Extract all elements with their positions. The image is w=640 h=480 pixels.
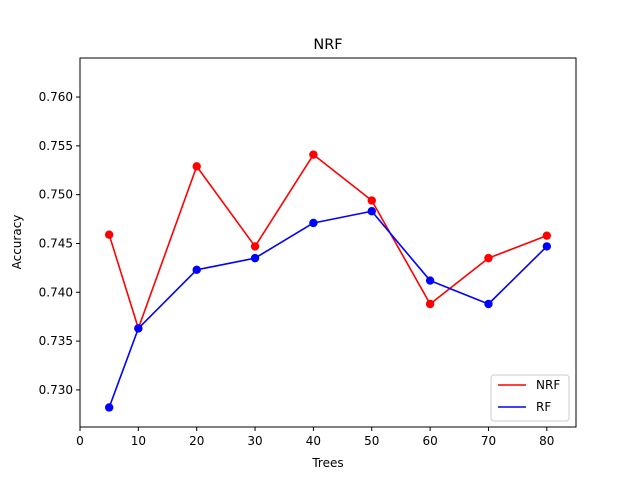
x-tick-label: 80 bbox=[539, 434, 554, 448]
x-tick-label: 60 bbox=[422, 434, 437, 448]
x-tick-label: 50 bbox=[364, 434, 379, 448]
y-axis-label: Accuracy bbox=[10, 215, 24, 270]
data-point-nrf bbox=[104, 230, 114, 239]
x-tick-label: 0 bbox=[76, 434, 84, 448]
y-tick-label: 0.760 bbox=[39, 90, 73, 104]
x-tick-label: 30 bbox=[247, 434, 262, 448]
x-tick-label: 40 bbox=[306, 434, 321, 448]
y-axis: 0.730 0.735 0.740 0.745 0.750 0.755 0.760 bbox=[39, 90, 80, 397]
x-axis: 0 10 20 30 40 50 60 70 80 bbox=[76, 427, 554, 448]
plot-area bbox=[79, 57, 577, 428]
data-point-rf bbox=[134, 324, 143, 333]
x-axis-label: Trees bbox=[311, 456, 343, 470]
y-tick-label: 0.740 bbox=[39, 285, 73, 299]
data-point-rf bbox=[484, 299, 493, 309]
x-tick-label: 70 bbox=[481, 434, 496, 448]
data-point-nrf bbox=[425, 299, 435, 309]
legend-label-nrf: NRF bbox=[536, 378, 560, 392]
legend: NRF RF bbox=[490, 374, 570, 422]
series-layer bbox=[104, 150, 552, 412]
x-tick-label: 20 bbox=[189, 434, 204, 448]
data-point-nrf bbox=[484, 253, 493, 263]
x-tick-label: 10 bbox=[131, 434, 146, 448]
data-point-rf bbox=[192, 265, 201, 275]
legend-box bbox=[490, 374, 570, 422]
y-tick-label: 0.750 bbox=[39, 188, 73, 202]
y-tick-label: 0.735 bbox=[39, 334, 73, 348]
data-point-nrf bbox=[542, 231, 552, 240]
y-tick-label: 0.745 bbox=[39, 236, 73, 250]
legend-label-rf: RF bbox=[536, 400, 551, 414]
data-point-nrf bbox=[250, 242, 260, 251]
data-point-rf bbox=[309, 218, 318, 228]
data-point-rf bbox=[542, 242, 552, 251]
data-point-nrf bbox=[192, 162, 201, 171]
data-point-rf bbox=[425, 276, 435, 285]
y-tick-label: 0.730 bbox=[39, 383, 73, 397]
y-tick-label: 0.755 bbox=[39, 139, 73, 153]
chart-title: NRF bbox=[313, 37, 342, 53]
data-point-nrf bbox=[367, 196, 376, 205]
data-point-rf bbox=[367, 207, 376, 216]
data-point-rf bbox=[250, 253, 260, 263]
data-point-nrf bbox=[309, 150, 318, 159]
data-point-rf bbox=[104, 403, 114, 412]
